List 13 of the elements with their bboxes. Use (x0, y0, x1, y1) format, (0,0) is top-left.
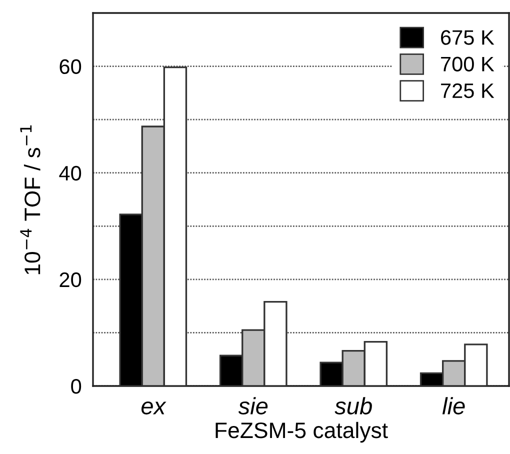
legend-label: 725 K (441, 83, 494, 98)
y-tick-label: 40 (59, 166, 82, 181)
x-tick-label: sub (334, 397, 372, 414)
x-tick-label: ex (141, 402, 166, 414)
y-tick-label: 60 (60, 59, 82, 74)
y-axis-title: 10$^{−4}$ TOF / s$^{−1}$ (20, 125, 40, 274)
y-tick-label: 20 (60, 272, 82, 288)
x-tick-label: lie (442, 397, 465, 414)
y-tick-label: 0 (71, 379, 82, 394)
legend-label: 675 K (441, 30, 494, 45)
legend-label: 700 K (441, 56, 494, 72)
x-axis-title: FeZSM-5 catalyst (216, 422, 388, 443)
x-tick-label: sie (238, 397, 268, 414)
